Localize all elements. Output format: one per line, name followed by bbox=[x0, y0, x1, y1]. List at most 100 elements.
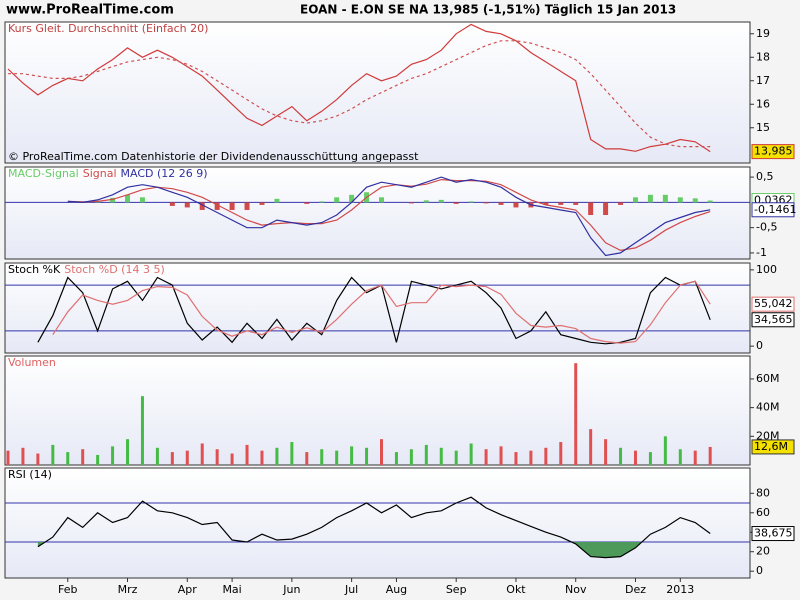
bar bbox=[647, 194, 653, 203]
bar bbox=[96, 454, 100, 465]
last-value-label: 55,042 bbox=[754, 297, 793, 310]
bar bbox=[184, 202, 190, 208]
bar bbox=[349, 194, 355, 203]
bar bbox=[529, 450, 533, 465]
y-tick-label: 15 bbox=[756, 121, 770, 134]
y-tick-label: 18 bbox=[756, 50, 770, 63]
bar bbox=[484, 449, 488, 465]
x-tick-label: Mrz bbox=[118, 583, 138, 596]
bar bbox=[514, 452, 518, 465]
bar bbox=[66, 452, 70, 465]
bar bbox=[513, 202, 519, 208]
y-tick-label: 80 bbox=[756, 486, 770, 499]
bar bbox=[424, 444, 428, 465]
last-value-label: -0,1461 bbox=[754, 203, 796, 216]
last-value-box bbox=[751, 296, 795, 312]
x-tick-label: Okt bbox=[506, 583, 526, 596]
bar bbox=[260, 450, 264, 465]
bar bbox=[439, 447, 443, 465]
y-tick-label: 60 bbox=[756, 506, 770, 519]
bar bbox=[215, 449, 219, 465]
y-tick-label: 16 bbox=[756, 97, 770, 110]
bar bbox=[305, 452, 309, 465]
oversold-area bbox=[37, 541, 642, 558]
y-tick-label: 20 bbox=[756, 545, 770, 558]
panel-plot bbox=[7, 23, 711, 153]
bar bbox=[36, 453, 40, 465]
bar bbox=[619, 447, 623, 465]
bar bbox=[483, 202, 489, 204]
panel-title: Volumen bbox=[8, 356, 56, 369]
y-tick-label: 19 bbox=[756, 27, 770, 40]
bar bbox=[139, 197, 145, 203]
bar bbox=[185, 450, 189, 465]
legend-entry: MACD-Signal bbox=[8, 167, 79, 180]
y-tick-label: 0,5 bbox=[756, 170, 774, 183]
x-tick-label: Jun bbox=[282, 583, 300, 596]
last-value-box bbox=[751, 144, 795, 160]
bar bbox=[499, 446, 503, 465]
bar bbox=[380, 439, 383, 465]
bar bbox=[662, 194, 668, 203]
bar bbox=[155, 447, 159, 465]
bar bbox=[588, 202, 594, 216]
bar bbox=[214, 202, 220, 210]
bar bbox=[290, 442, 294, 465]
bar bbox=[275, 447, 279, 465]
bar bbox=[663, 436, 667, 465]
bar bbox=[111, 446, 115, 465]
bar bbox=[200, 443, 204, 465]
last-value-label: 13,985 bbox=[754, 145, 793, 158]
series-line bbox=[37, 496, 711, 559]
panel-title: RSI (14) bbox=[8, 468, 52, 481]
bar bbox=[438, 199, 444, 203]
bar bbox=[573, 202, 579, 205]
bar bbox=[632, 197, 638, 203]
panel-note: © ProRealTime.com Datenhistorie der Divi… bbox=[8, 150, 419, 163]
bar bbox=[335, 450, 339, 465]
last-value-box bbox=[751, 439, 795, 455]
header-title: EOAN - E.ON SE NA 13,985 (-1,51%) Täglic… bbox=[300, 3, 676, 17]
last-value-label: 12,6M bbox=[754, 440, 788, 453]
bar bbox=[21, 447, 25, 465]
bar bbox=[244, 202, 250, 210]
bar bbox=[350, 446, 354, 465]
bar bbox=[51, 444, 55, 465]
bar bbox=[126, 439, 130, 465]
panel bbox=[4, 166, 751, 260]
bar bbox=[229, 202, 235, 210]
bar bbox=[574, 363, 578, 465]
bar bbox=[648, 452, 652, 465]
bar bbox=[409, 449, 413, 465]
bar bbox=[81, 449, 85, 465]
bar bbox=[469, 443, 473, 465]
bar bbox=[453, 202, 459, 204]
series-line bbox=[52, 280, 711, 344]
x-tick-label: Feb bbox=[58, 583, 77, 596]
y-tick-label: 40M bbox=[756, 401, 780, 414]
bar bbox=[140, 396, 144, 465]
last-value-box bbox=[751, 202, 795, 218]
bar bbox=[454, 450, 458, 465]
bar bbox=[618, 202, 624, 205]
y-tick-label: -0,5 bbox=[756, 221, 777, 234]
legend-entry: Signal bbox=[83, 167, 117, 180]
x-tick-label: Apr bbox=[178, 583, 198, 596]
bar bbox=[498, 202, 504, 205]
series-line bbox=[67, 176, 711, 257]
panel bbox=[4, 21, 751, 164]
bar bbox=[110, 197, 116, 203]
bar bbox=[408, 202, 414, 204]
bar bbox=[394, 452, 398, 465]
y-tick-label: 17 bbox=[756, 74, 770, 87]
x-tick-label: Dez bbox=[625, 583, 646, 596]
panel bbox=[4, 467, 751, 579]
last-value-box bbox=[751, 312, 795, 328]
y-tick-label: 100 bbox=[756, 263, 777, 276]
panel-plot bbox=[5, 276, 750, 345]
legend-entry: MACD (12 26 9) bbox=[121, 167, 208, 180]
bar bbox=[589, 429, 593, 465]
bar bbox=[633, 450, 637, 465]
bar bbox=[558, 202, 564, 205]
bar bbox=[708, 446, 712, 465]
